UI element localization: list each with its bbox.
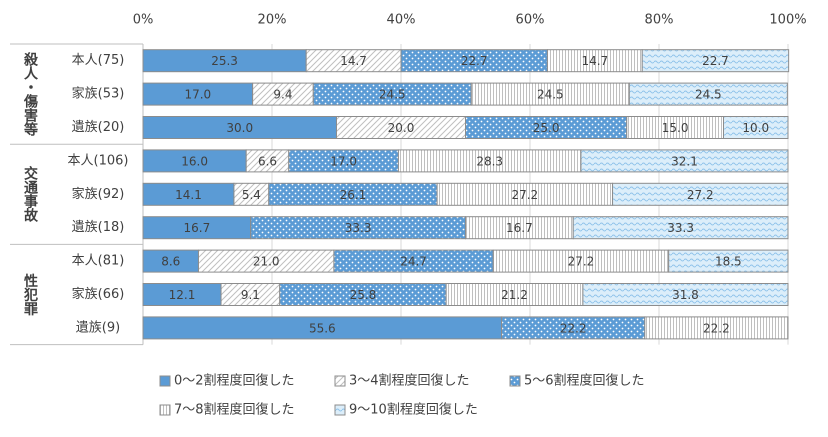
x-tick-label: 60% bbox=[516, 13, 545, 28]
legend-label: 9～10割程度回復した bbox=[349, 402, 478, 418]
legend-label: 7～8割程度回復した bbox=[174, 402, 295, 418]
legend-swatch bbox=[509, 375, 521, 387]
value-label: 14.7 bbox=[340, 54, 367, 68]
value-label: 21.0 bbox=[253, 255, 280, 269]
value-label: 18.5 bbox=[715, 255, 742, 269]
row-label: 遺族(18) bbox=[72, 219, 125, 235]
x-tick-label: 40% bbox=[387, 13, 416, 28]
value-label: 33.3 bbox=[345, 221, 372, 235]
value-label: 16.0 bbox=[181, 154, 208, 168]
group-label: 交通事故 bbox=[22, 166, 38, 224]
value-label: 32.1 bbox=[671, 154, 698, 168]
row-label: 家族(53) bbox=[72, 86, 125, 102]
bar-segment bbox=[628, 82, 788, 106]
value-label: 27.2 bbox=[511, 188, 538, 202]
value-label: 26.1 bbox=[340, 188, 367, 202]
value-label: 24.5 bbox=[695, 88, 722, 102]
value-label: 8.6 bbox=[161, 255, 180, 269]
value-label: 9.1 bbox=[241, 288, 260, 302]
value-label: 20.0 bbox=[388, 121, 415, 135]
legend-label: 0～2割程度回復した bbox=[174, 373, 295, 389]
value-label: 9.4 bbox=[273, 88, 292, 102]
legend-swatch bbox=[159, 404, 171, 416]
value-label: 5.4 bbox=[242, 188, 261, 202]
bar-segment bbox=[572, 216, 789, 240]
value-label: 17.0 bbox=[184, 88, 211, 102]
value-label: 24.7 bbox=[400, 255, 427, 269]
row-label: 家族(92) bbox=[72, 186, 125, 202]
bar-segment bbox=[641, 49, 790, 73]
x-tick-label: 100% bbox=[769, 13, 806, 28]
value-label: 25.8 bbox=[350, 288, 377, 302]
value-label: 22.2 bbox=[560, 321, 587, 335]
value-label: 31.8 bbox=[672, 288, 699, 302]
value-label: 17.0 bbox=[330, 154, 357, 168]
bar-segment bbox=[612, 182, 789, 206]
value-label: 6.6 bbox=[258, 154, 277, 168]
value-label: 24.5 bbox=[379, 88, 406, 102]
row-label: 本人(75) bbox=[72, 53, 125, 68]
value-label: 21.2 bbox=[501, 288, 528, 302]
value-label: 14.1 bbox=[175, 188, 202, 202]
legend-swatch bbox=[159, 375, 171, 387]
value-label: 25.3 bbox=[211, 54, 238, 68]
value-label: 22.7 bbox=[702, 54, 729, 68]
value-label: 22.7 bbox=[461, 54, 488, 68]
legend-label: 5～6割程度回復した bbox=[524, 373, 645, 389]
row-label: 家族(66) bbox=[72, 286, 125, 302]
group-label: 性犯罪 bbox=[22, 273, 39, 317]
bar-segment bbox=[582, 283, 789, 306]
value-label: 16.7 bbox=[506, 221, 533, 235]
row-label: 本人(106) bbox=[68, 153, 129, 168]
value-label: 10.0 bbox=[742, 121, 769, 135]
value-label: 14.7 bbox=[581, 54, 608, 68]
row-label: 本人(81) bbox=[72, 254, 125, 269]
value-label: 33.3 bbox=[667, 221, 694, 235]
group-label: 殺人・傷害等 bbox=[22, 51, 39, 137]
value-label: 25.0 bbox=[533, 121, 560, 135]
value-label: 28.3 bbox=[476, 154, 503, 168]
value-label: 55.6 bbox=[309, 321, 336, 335]
value-label: 30.0 bbox=[226, 121, 253, 135]
value-label: 12.1 bbox=[169, 288, 196, 302]
legend-label: 3～4割程度回復した bbox=[349, 373, 470, 389]
bar-segment bbox=[668, 249, 789, 273]
value-label: 22.2 bbox=[703, 321, 730, 335]
bar-segment bbox=[644, 316, 789, 340]
value-label: 27.2 bbox=[568, 255, 595, 269]
value-label: 16.7 bbox=[183, 221, 210, 235]
x-tick-label: 80% bbox=[645, 13, 674, 28]
legend-swatch bbox=[334, 375, 346, 387]
bar-segment bbox=[580, 149, 789, 173]
row-label: 遺族(9) bbox=[76, 319, 120, 335]
row-label: 遺族(20) bbox=[72, 119, 125, 135]
value-label: 15.0 bbox=[662, 121, 689, 135]
bar-segment bbox=[723, 116, 789, 139]
legend-swatch bbox=[334, 404, 346, 416]
value-label: 24.5 bbox=[537, 88, 564, 102]
value-label: 27.2 bbox=[687, 188, 714, 202]
x-tick-label: 20% bbox=[258, 13, 287, 28]
x-tick-label: 0% bbox=[133, 13, 154, 28]
